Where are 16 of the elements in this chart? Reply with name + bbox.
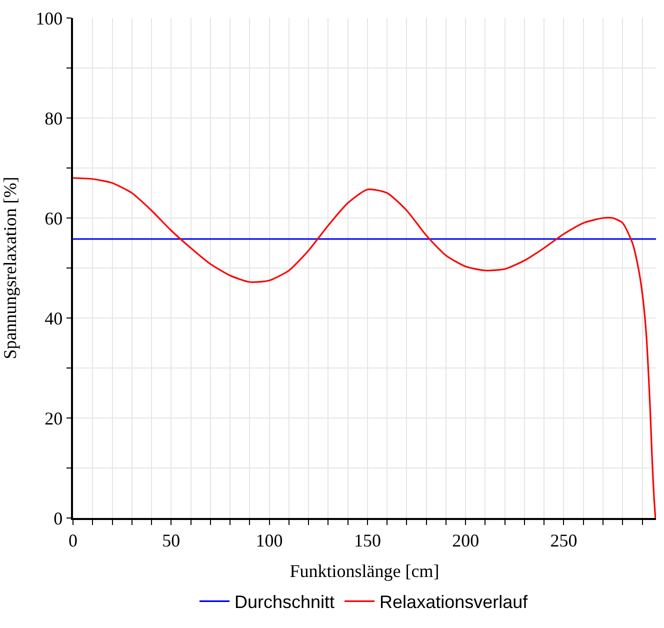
y-tick-label: 40 [44, 308, 63, 328]
y-tick-label: 0 [54, 508, 63, 528]
x-tick-label: 50 [162, 530, 180, 550]
y-axis-title: Spannungsrelaxation [%] [0, 176, 20, 360]
x-tick-label: 250 [550, 530, 578, 550]
x-tick-label: 100 [256, 530, 283, 550]
y-tick-label: 80 [44, 108, 63, 128]
x-tick-label: 200 [452, 530, 480, 550]
y-tick-label: 100 [36, 8, 63, 28]
x-tick-label: 0 [68, 530, 78, 550]
y-tick-label: 60 [44, 208, 63, 228]
legend-label: Relaxationsverlauf [380, 592, 529, 612]
legend-label: Durchschnitt [234, 592, 335, 612]
x-axis-title: Funktionslänge [cm] [290, 560, 440, 581]
y-tick-label: 20 [44, 408, 63, 428]
x-tick-label: 150 [354, 530, 381, 550]
